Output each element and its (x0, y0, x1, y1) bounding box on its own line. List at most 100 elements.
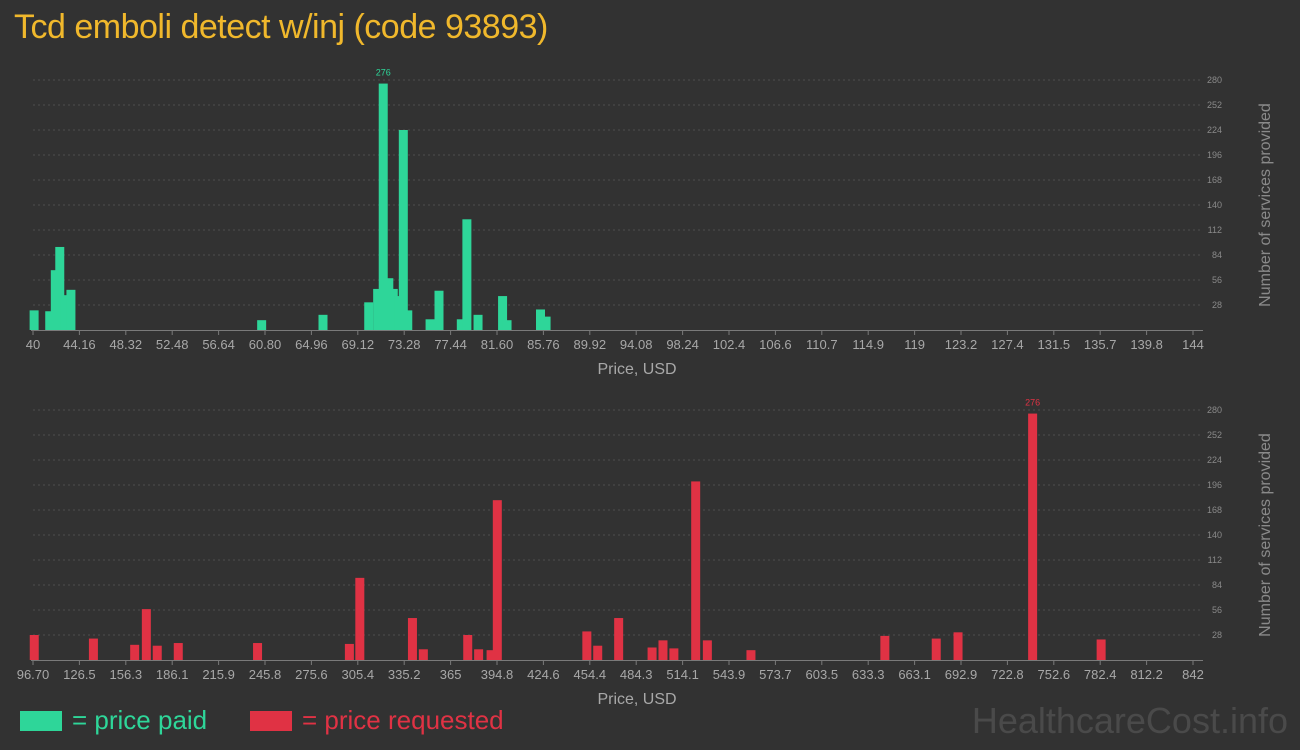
paid-bar (257, 320, 267, 330)
requested-x-tick-label: 454.4 (574, 667, 607, 682)
paid-bar (473, 314, 483, 330)
requested-bar (593, 645, 603, 660)
paid-bar (388, 288, 398, 330)
price-requested-swatch (250, 710, 292, 731)
paid-x-tick-label: 94.08 (620, 337, 653, 352)
paid-bar (378, 83, 388, 330)
requested-bar (1028, 413, 1038, 660)
paid-y-axis-title: Number of services provided (1257, 103, 1274, 307)
paid-x-tick-label: 73.28 (388, 337, 421, 352)
requested-x-tick-label: 424.6 (527, 667, 560, 682)
paid-bar (541, 316, 551, 330)
paid-x-tick-label: 52.48 (156, 337, 189, 352)
requested-bar (88, 638, 98, 660)
requested-y-tick-label: 112 (1208, 555, 1222, 565)
paid-x-tick-label: 110.7 (806, 337, 838, 352)
requested-bar (418, 649, 428, 660)
requested-x-tick-label: 842 (1182, 667, 1204, 682)
requested-peak-label: 276 (1025, 398, 1040, 408)
paid-x-tick-label: 127.4 (991, 337, 1024, 352)
paid-x-tick-label: 64.96 (295, 337, 328, 352)
requested-y-tick-label: 280 (1207, 405, 1222, 415)
requested-bar (691, 481, 701, 660)
paid-y-tick-label: 224 (1207, 125, 1222, 135)
paid-x-tick-label: 135.7 (1084, 337, 1117, 352)
paid-bar (425, 319, 435, 330)
requested-bar (953, 632, 963, 660)
paid-x-tick-label: 81.60 (481, 337, 514, 352)
paid-bar (502, 320, 512, 330)
requested-y-tick-label: 196 (1207, 480, 1222, 490)
paid-bar (403, 310, 413, 330)
requested-bar (746, 650, 756, 660)
paid-bar (29, 310, 39, 330)
requested-x-tick-label: 96.70 (17, 667, 50, 682)
requested-bar (931, 638, 941, 660)
paid-y-tick-label: 168 (1207, 175, 1222, 185)
legend-price-paid: = price paid (20, 705, 207, 736)
requested-bar (29, 635, 39, 660)
requested-bar (141, 609, 151, 660)
requested-y-tick-label: 168 (1207, 505, 1222, 515)
paid-bar (456, 319, 466, 330)
paid-y-tick-label: 252 (1207, 100, 1222, 110)
paid-x-tick-label: 56.64 (202, 337, 235, 352)
paid-x-tick-label: 60.80 (249, 337, 282, 352)
price-paid-histogram: 28 56 84 112 140 168 196 224 252 280 40 44.16 48.32 5… (26, 68, 1274, 378)
requested-y-tick-label: 84 (1212, 580, 1222, 590)
requested-bar (669, 648, 679, 660)
requested-x-tick-label: 663.1 (898, 667, 931, 682)
requested-x-tick-label: 245.8 (249, 667, 282, 682)
page-title: Tcd emboli detect w/inj (code 93893) (14, 8, 548, 46)
paid-bar (434, 290, 444, 330)
paid-x-tick-label: 85.76 (527, 337, 560, 352)
requested-bar (407, 618, 417, 660)
requested-bar (253, 643, 263, 660)
paid-bar (462, 219, 472, 330)
price-requested-histogram: 28 56 84 112 140 168 196 224 252 280 96.70 126.5 156… (17, 398, 1274, 708)
requested-y-tick-label: 224 (1207, 455, 1222, 465)
requested-y-tick-label: 252 (1207, 430, 1222, 440)
legend-price-requested: = price requested (250, 705, 504, 736)
paid-x-tick-label: 119 (904, 337, 925, 352)
paid-bar (373, 288, 383, 330)
requested-bar (614, 618, 624, 660)
paid-x-tick-label: 48.32 (110, 337, 143, 352)
requested-x-tick-label: 752.6 (1038, 667, 1071, 682)
requested-bar (152, 645, 162, 660)
price-paid-swatch (20, 710, 62, 731)
paid-x-tick-label: 123.2 (945, 337, 978, 352)
paid-x-tick-label: 106.6 (759, 337, 792, 352)
paid-x-axis-title: Price, USD (597, 361, 676, 378)
paid-x-tick-label: 102.4 (713, 337, 746, 352)
paid-bar (536, 309, 545, 330)
paid-y-tick-label: 84 (1212, 250, 1222, 260)
requested-y-tick-label: 140 (1207, 530, 1222, 540)
price-requested-label: = price requested (302, 705, 504, 735)
requested-bar (486, 650, 496, 660)
paid-bar (318, 314, 328, 330)
requested-x-tick-label: 514.1 (666, 667, 699, 682)
requested-bar (647, 647, 657, 660)
watermark: HealthcareCost.info (971, 700, 1288, 741)
paid-x-tick-label: 114.9 (852, 337, 884, 352)
requested-bar (355, 577, 365, 660)
paid-bar (60, 295, 70, 330)
paid-y-tick-label: 280 (1207, 75, 1222, 85)
paid-y-tick-label: 56 (1212, 275, 1222, 285)
requested-y-axis-title: Number of services provided (1257, 433, 1274, 637)
paid-x-tick-label: 77.44 (434, 337, 467, 352)
requested-x-tick-label: 394.8 (481, 667, 514, 682)
requested-bar (658, 640, 668, 660)
paid-x-tick-label: 89.92 (574, 337, 607, 352)
requested-y-tick-label: 28 (1212, 630, 1222, 640)
paid-x-tick-label: 131.5 (1038, 337, 1071, 352)
requested-bar (463, 635, 473, 660)
requested-x-tick-label: 812.2 (1130, 667, 1163, 682)
requested-x-tick-label: 782.4 (1084, 667, 1117, 682)
requested-bar (582, 631, 592, 660)
requested-x-tick-label: 603.5 (806, 667, 839, 682)
requested-bar (702, 640, 712, 660)
requested-x-axis-title: Price, USD (597, 691, 676, 708)
requested-x-tick-label: 484.3 (620, 667, 653, 682)
